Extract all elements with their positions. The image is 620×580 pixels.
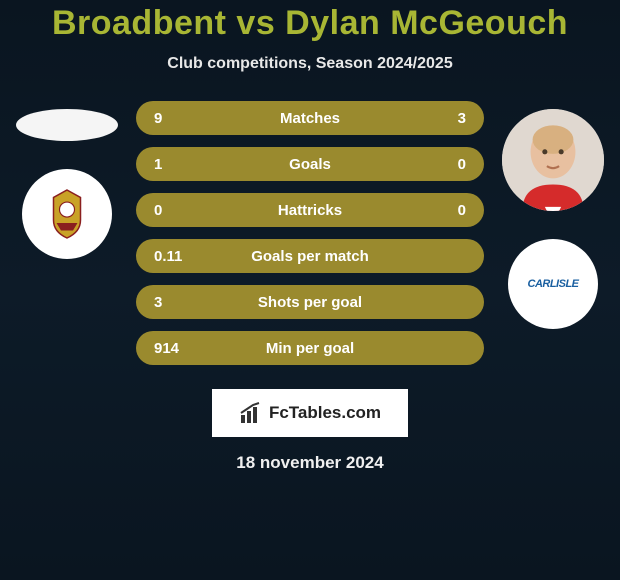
comparison-card: Broadbent vs Dylan McGeouch Club competi…	[0, 0, 620, 580]
stat-left-value: 914	[154, 340, 194, 357]
stat-label: Goals per match	[251, 248, 369, 265]
player-photo-icon	[502, 109, 604, 211]
branding-badge: FcTables.com	[212, 389, 408, 437]
right-player-avatar	[502, 109, 604, 211]
page-title: Broadbent vs Dylan McGeouch	[52, 4, 568, 43]
left-player-avatar	[16, 109, 118, 141]
stat-left-value: 0	[154, 202, 194, 219]
fctables-logo-icon	[239, 401, 263, 425]
stat-row: 914 Min per goal	[136, 331, 484, 365]
stat-left-value: 1	[154, 156, 194, 173]
stat-label: Hattricks	[278, 202, 342, 219]
stat-row: 0 Hattricks 0	[136, 193, 484, 227]
stat-left-value: 9	[154, 110, 194, 127]
stat-row: 9 Matches 3	[136, 101, 484, 135]
stat-left-value: 0.11	[154, 248, 194, 265]
stat-right-value: 0	[426, 202, 466, 219]
stat-label: Min per goal	[266, 340, 354, 357]
stat-right-value: 3	[426, 110, 466, 127]
branding-text: FcTables.com	[269, 403, 381, 423]
left-club-crest	[22, 169, 112, 259]
stat-right-value: 0	[426, 156, 466, 173]
stat-row: 3 Shots per goal	[136, 285, 484, 319]
stat-row: 1 Goals 0	[136, 147, 484, 181]
right-club-crest: CARLISLE	[508, 239, 598, 329]
main-row: 9 Matches 3 1 Goals 0 0 Hattricks 0 0.11…	[0, 101, 620, 365]
doncaster-crest-icon	[37, 184, 97, 244]
stats-table: 9 Matches 3 1 Goals 0 0 Hattricks 0 0.11…	[136, 101, 484, 365]
stat-label: Matches	[280, 110, 340, 127]
carlisle-wordmark: CARLISLE	[528, 278, 579, 290]
stat-left-value: 3	[154, 294, 194, 311]
stat-row: 0.11 Goals per match	[136, 239, 484, 273]
stat-label: Shots per goal	[258, 294, 362, 311]
right-column: CARLISLE	[502, 101, 604, 329]
left-column	[16, 101, 118, 259]
subtitle: Club competitions, Season 2024/2025	[167, 55, 452, 73]
date-label: 18 november 2024	[236, 453, 383, 473]
stat-label: Goals	[289, 156, 331, 173]
